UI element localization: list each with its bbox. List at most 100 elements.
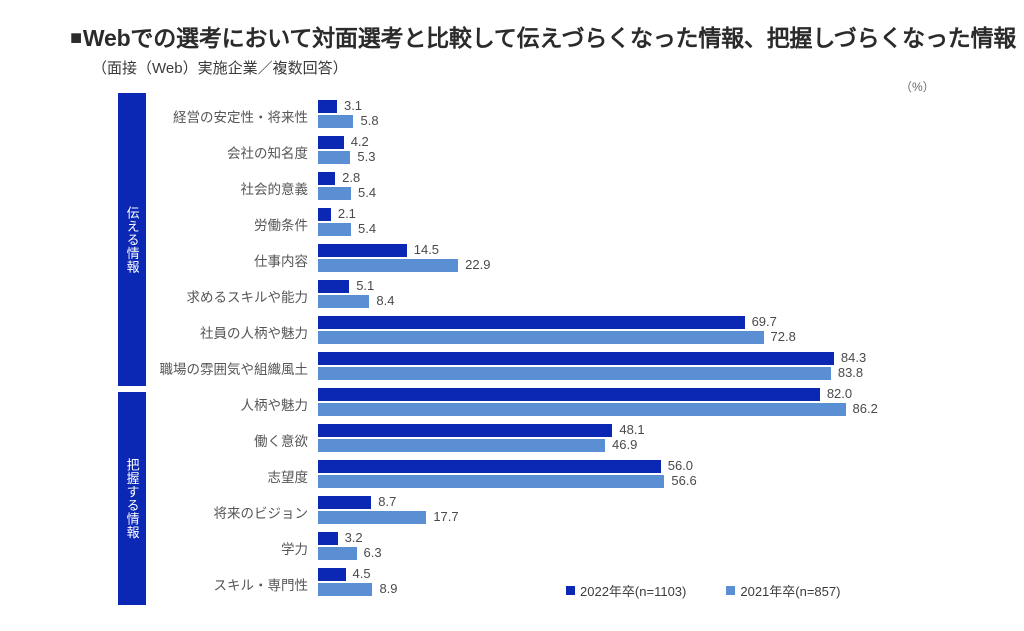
bar-rect-s2022 — [318, 460, 661, 473]
bar-value-label: 22.9 — [465, 257, 491, 272]
chart-row: 仕事内容 14.5 22.9 — [0, 241, 1024, 277]
bar-value-label: 83.8 — [837, 365, 864, 380]
bar-value-label: 5.1 — [356, 278, 375, 293]
bar-rect-s2021 — [318, 547, 357, 560]
category-label: 社会的意義 — [240, 182, 309, 197]
chart-row: 労働条件 2.1 5.4 — [0, 205, 1024, 241]
chart-row: 将来のビジョン 8.7 17.7 — [0, 493, 1024, 529]
bar-value-label: 8.7 — [378, 494, 397, 509]
bar-rect-s2022 — [318, 316, 745, 329]
legend-label: 2021年卒(n=857) — [740, 584, 841, 599]
category-label: 経営の安定性・将来性 — [173, 110, 308, 125]
bar-rect-s2022 — [318, 352, 834, 365]
bar-rect-s2022 — [318, 136, 344, 149]
chart-row: 社会的意義 2.8 5.4 — [0, 169, 1024, 205]
bar-value-label: 5.4 — [358, 185, 377, 200]
category-label: 労働条件 — [254, 218, 308, 233]
bar-rect-s2021 — [318, 151, 351, 164]
bar-rect-s2022 — [318, 100, 337, 113]
bar-rect-s2022 — [318, 172, 336, 185]
category-label: 学力 — [281, 542, 308, 557]
category-label: 求めるスキルや能力 — [186, 290, 309, 305]
category-label: 志望度 — [267, 470, 309, 485]
bar-rect-s2022 — [318, 280, 350, 293]
legend-label: 2022年卒(n=1103) — [580, 584, 687, 599]
bar-value-label: 72.8 — [770, 329, 796, 344]
legend-swatch-icon — [566, 586, 575, 595]
group-band-label: 把握する情報 — [124, 458, 140, 539]
legend-item[interactable]: 2021年卒(n=857) — [726, 581, 840, 600]
group-band-2: 把握する情報 — [118, 392, 146, 605]
chart-row: 働く意欲 48.1 46.9 — [0, 421, 1024, 457]
bar-rect-s2022 — [318, 244, 407, 257]
chart-subtitle: （面接（Web）実施企業／複数回答） — [92, 60, 348, 78]
chart-row: 学力 3.2 6.3 — [0, 529, 1024, 565]
legend-swatch-icon — [726, 586, 736, 595]
category-label: スキル・専門性 — [213, 578, 309, 593]
page-title: ■Webでの選考において対面選考と比較して伝えづらくなった情報、把握しづらくなっ… — [70, 25, 1016, 51]
category-label: 将来のビジョン — [213, 506, 309, 521]
category-label: 仕事内容 — [254, 254, 308, 269]
bar-rect-s2021 — [318, 475, 665, 488]
bar-value-label: 46.9 — [612, 437, 638, 452]
bar-value-label: 5.4 — [358, 221, 377, 236]
bar-value-label: 56.6 — [671, 473, 697, 488]
bar-value-label: 3.2 — [344, 530, 363, 545]
bar-value-label: 48.1 — [619, 422, 645, 437]
bar-rect-s2022 — [318, 388, 820, 401]
chart-row: 会社の知名度 4.2 5.3 — [0, 133, 1024, 169]
bar-value-label: 82.0 — [826, 386, 853, 401]
bar-value-label: 84.3 — [840, 350, 867, 365]
bar-rect-s2022 — [318, 496, 372, 509]
bar-rect-s2021 — [318, 115, 354, 128]
bar-rect-s2021 — [318, 187, 352, 200]
axis-unit-label: （%） — [900, 80, 935, 94]
bar-value-label: 5.3 — [357, 149, 376, 164]
bar-rect-s2021 — [318, 583, 373, 596]
bar-rect-s2021 — [318, 259, 459, 272]
bar-value-label: 56.0 — [667, 458, 694, 473]
chart-row: 経営の安定性・将来性 3.1 5.8 — [0, 97, 1024, 133]
bar-value-label: 17.7 — [433, 509, 459, 524]
group-band-label: 伝える情報 — [124, 205, 140, 274]
group-band-1: 伝える情報 — [118, 93, 146, 386]
bar-rect-s2021 — [318, 295, 370, 308]
bar-value-label: 8.4 — [376, 293, 395, 308]
chart-row: 人柄や魅力 82.0 86.2 — [0, 385, 1024, 421]
bar-value-label: 4.2 — [350, 134, 369, 149]
chart-row: 志望度 56.0 56.6 — [0, 457, 1024, 493]
chart-row: スキル・専門性 4.5 8.9 — [0, 565, 1024, 601]
bar-value-label: 2.1 — [337, 206, 356, 221]
title-bullet-icon: ■ — [70, 27, 82, 49]
chart-header: ■Webでの選考において対面選考と比較して伝えづらくなった情報、把握しづらくなっ… — [70, 25, 1016, 78]
chart-row: 職場の雰囲気や組織風土 84.3 83.8 — [0, 349, 1024, 385]
bar-rect-s2021 — [318, 439, 606, 452]
bar-rect-s2021 — [318, 403, 846, 416]
title-text: Webでの選考において対面選考と比較して伝えづらくなった情報、把握しづらくなった… — [82, 25, 1017, 51]
bar-value-label: 69.7 — [751, 314, 777, 329]
bar-value-label: 3.1 — [343, 98, 363, 113]
bar-rect-s2021 — [318, 367, 831, 380]
chart-row: 求めるスキルや能力 5.1 8.4 — [0, 277, 1024, 313]
bar-rect-s2021 — [318, 331, 764, 344]
category-label: 人柄や魅力 — [240, 398, 309, 413]
bar-rect-s2022 — [318, 532, 338, 545]
bar-rect-s2022 — [318, 568, 346, 581]
legend-item[interactable]: 2022年卒(n=1103) — [566, 581, 686, 600]
chart-row: 社員の人柄や魅力 69.7 72.8 — [0, 313, 1024, 349]
bar-rect-s2022 — [318, 424, 613, 437]
category-label: 職場の雰囲気や組織風土 — [159, 362, 309, 377]
bar-rect-s2021 — [318, 511, 427, 524]
bar-rect-s2022 — [318, 208, 331, 221]
bar-value-label: 14.5 — [413, 242, 440, 257]
bar-value-label: 5.8 — [360, 113, 379, 128]
category-label: 社員の人柄や魅力 — [200, 326, 308, 341]
chart-legend: 2022年卒(n=1103) 2021年卒(n=857) — [566, 581, 840, 600]
bar-value-label: 4.5 — [352, 566, 371, 581]
bar-rect-s2021 — [318, 223, 352, 236]
category-label: 会社の知名度 — [227, 146, 308, 161]
bar-value-label: 8.9 — [379, 581, 398, 596]
bar-value-label: 86.2 — [852, 401, 878, 416]
